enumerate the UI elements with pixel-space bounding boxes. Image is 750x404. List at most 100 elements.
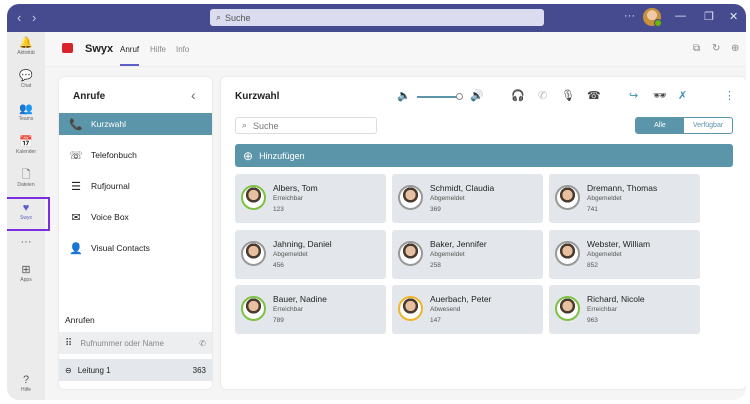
contact-status: Erreichbar (587, 306, 617, 313)
calendar-icon: 📅 (19, 136, 33, 148)
rail-item-hilfe[interactable]: ? Hilfe (7, 374, 45, 393)
deskphone-icon[interactable]: ☎ (587, 90, 601, 102)
nav-item-label: Telefonbuch (91, 150, 137, 160)
volume-down-icon[interactable]: 🔈 (397, 90, 411, 102)
filter-all[interactable]: Alle (636, 118, 684, 133)
contact-card[interactable]: Webster, William Abgemeldet 852 (549, 229, 700, 279)
headset-icon[interactable]: 🎧 (511, 90, 525, 102)
contact-extension: 789 (273, 317, 284, 324)
incognito-icon[interactable]: 🕶 (653, 90, 667, 102)
contact-status: Abgemeldet (273, 250, 308, 258)
app-name: Swyx (85, 43, 114, 55)
hangup-icon: ⊖ (65, 365, 72, 375)
contact-card[interactable]: Auerbach, Peter Abwesend 147 (392, 285, 543, 334)
maximize-icon[interactable]: ❐ (704, 11, 714, 23)
contact-avatar (398, 185, 423, 210)
more-options-icon[interactable]: ⋮ (724, 90, 735, 102)
rail-item-apps[interactable]: ⊞ Apps (7, 264, 45, 283)
teams-window: ‹ › ⌕ Suche ··· — ❐ ✕ 🔔 Aktivität 💬 Chat 👥 Tea… (7, 4, 746, 400)
app-header: Swyx Anruf Hilfe Info ⧉ ↻ ⊕ (45, 32, 746, 67)
filter-available[interactable]: Verfügbar (692, 122, 724, 129)
handset-icon[interactable]: ✆ (538, 90, 548, 102)
speaker-mic-icon[interactable]: 🎙 (561, 90, 575, 102)
rail-label: Dateien (17, 182, 35, 188)
volume-slider[interactable] (417, 93, 463, 100)
global-search[interactable]: ⌕ Suche (210, 9, 544, 26)
contact-card[interactable]: Baker, Jennifer Abgemeldet 258 (392, 229, 543, 279)
contact-name: Dremann, Thomas (587, 183, 658, 193)
refresh-icon[interactable]: ↻ (712, 43, 721, 54)
contact-status: Abgemeldet (430, 250, 465, 258)
contact-status: Erreichbar (273, 195, 303, 202)
contact-card[interactable]: Jahning, Daniel Abgemeldet 456 (235, 229, 386, 279)
rail-label: Swyx (20, 215, 32, 221)
contact-card[interactable]: Schmidt, Claudia Abgemeldet 369 (392, 174, 543, 223)
contact-card[interactable]: Richard, Nicole Erreichbar 963 (549, 285, 700, 334)
nav-item-kurzwahl[interactable]: 📞 Kurzwahl (59, 113, 212, 135)
tab-anruf[interactable]: Anruf (120, 45, 140, 66)
line-1[interactable]: ⊖ Leitung 1 363 (59, 359, 212, 381)
contact-search[interactable]: ⌕ Suche (235, 117, 377, 134)
contact-avatar (241, 185, 266, 210)
nav-item-voice-box[interactable]: ✉ Voice Box (59, 206, 212, 228)
tab-info[interactable]: Info (176, 45, 190, 54)
call-journal-icon: ☰ (71, 180, 81, 193)
contact-extension: 963 (587, 317, 598, 324)
visual-contacts-icon: 👤 (69, 242, 83, 255)
globe-icon[interactable]: ⊕ (731, 43, 740, 54)
rail-label: Apps (20, 277, 32, 283)
contact-extension: 456 (273, 261, 284, 269)
dial-input[interactable]: ⠿ Rufnummer oder Name ✆ (59, 332, 212, 354)
panel-title: Kurzwahl (235, 91, 280, 102)
rail-label: Teams (18, 116, 34, 122)
contact-card[interactable]: Bauer, Nadine Erreichbar 789 (235, 285, 386, 334)
voicebox-icon: ✉ (71, 211, 81, 224)
contact-avatar (241, 296, 266, 321)
more-icon: ··· (20, 236, 32, 248)
nav-item-label: Rufjournal (91, 181, 130, 191)
user-avatar[interactable] (643, 8, 662, 27)
rail-item-kalender[interactable]: 📅 Kalender (7, 136, 45, 155)
keypad-icon[interactable]: ⠿ (65, 337, 73, 349)
volume-handle[interactable] (456, 93, 463, 100)
contact-card[interactable]: Dremann, Thomas Abgemeldet 741 (549, 174, 700, 223)
do-not-disturb-icon[interactable]: ✗ (678, 90, 688, 102)
contact-extension: 147 (430, 317, 441, 324)
rail-item-dateien[interactable]: 🗋 Dateien (7, 169, 45, 188)
file-icon: 🗋 (21, 169, 31, 181)
calls-panel: Anrufe ‹ 📞 Kurzwahl ☏ Telefonbuch ☰ Rufjourna… (59, 77, 212, 389)
contact-card[interactable]: Albers, Tom Erreichbar 123 (235, 174, 386, 223)
close-icon[interactable]: ✕ (729, 11, 739, 23)
add-button[interactable]: ⊕ Hinzufügen (235, 144, 733, 167)
rail-item-more[interactable]: ··· (7, 236, 45, 249)
collapse-icon[interactable]: ‹ (191, 87, 196, 103)
contact-extension: 258 (430, 261, 441, 269)
nav-item-rufjournal[interactable]: ☰ Rufjournal (59, 175, 212, 197)
minimize-icon[interactable]: — (675, 10, 686, 22)
nav-item-telefonbuch[interactable]: ☏ Telefonbuch (59, 144, 212, 166)
rail-label: Kalender (15, 149, 36, 155)
rail-item-swyx[interactable]: ♥ Swyx (7, 197, 50, 231)
contact-avatar (555, 296, 580, 321)
search-icon: ⌕ (242, 120, 248, 130)
bell-icon: 🔔 (19, 37, 33, 49)
nav-item-label: Visual Contacts (91, 243, 150, 253)
help-icon: ? (22, 374, 30, 386)
phone-icon[interactable]: ✆ (199, 338, 206, 348)
rail-item-aktivität[interactable]: 🔔 Aktivität (7, 37, 45, 56)
title-bar: ‹ › ⌕ Suche ··· — ❐ ✕ (7, 4, 746, 32)
tab-hilfe[interactable]: Hilfe (150, 45, 167, 54)
rail-item-chat[interactable]: 💬 Chat (7, 70, 45, 89)
search-icon: ⌕ (216, 12, 222, 22)
more-icon[interactable]: ··· (624, 10, 635, 22)
forward-icon[interactable]: › (32, 10, 37, 25)
volume-up-icon[interactable]: 🔊 (470, 90, 484, 102)
back-icon[interactable]: ‹ (17, 10, 22, 25)
nav-item-visual-contacts[interactable]: 👤 Visual Contacts (59, 237, 212, 259)
contact-name: Albers, Tom (273, 183, 318, 193)
popout-icon[interactable]: ⧉ (693, 43, 701, 54)
contact-avatar (241, 240, 266, 266)
panel-title: Anrufe (73, 91, 106, 102)
call-forward-icon[interactable]: ↪ (629, 90, 639, 102)
rail-item-teams[interactable]: 👥 Teams (7, 103, 45, 122)
